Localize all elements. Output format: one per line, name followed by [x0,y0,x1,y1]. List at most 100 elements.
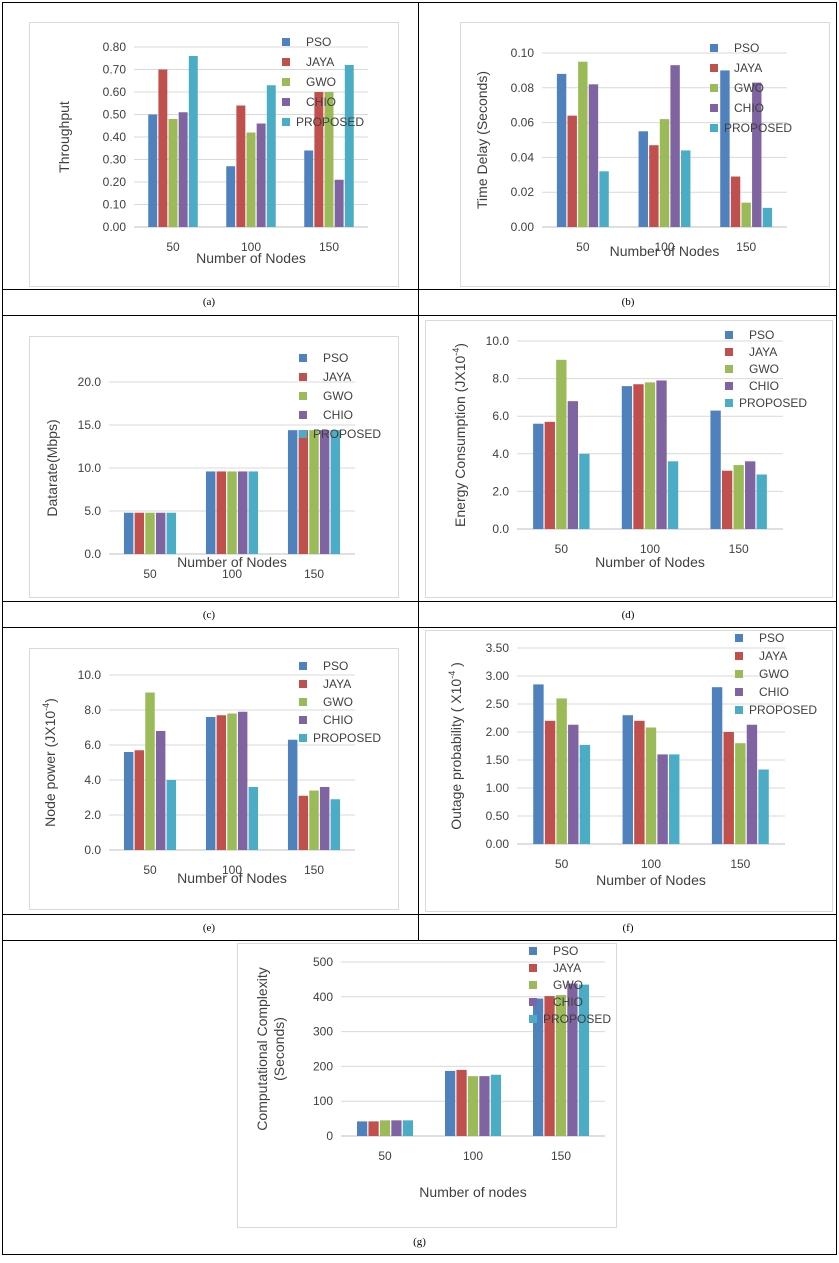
x-tick-label: 100 [641,857,661,871]
legend-label-proposed: PROPOSED [543,1012,611,1026]
legend-label-jaya: JAYA [306,55,334,69]
bar-jaya-100 [634,720,645,844]
bar-chio-150 [746,724,758,844]
x-tick-label: 50 [555,857,569,871]
legend-swatch-gwo [282,78,290,86]
chart-panel-d: 0.0 2.0 4.0 6.0 8.0 10.0 50 100 150 Number of Nod… [425,320,833,598]
y-tick-label: 8.0 [492,372,509,386]
y-axis-title: Datarate(Mbps) [44,419,60,516]
bar-gwo-150 [733,465,744,529]
x-axis-title: Number of Nodes [595,554,705,570]
legend-label-proposed: PROPOSED [296,115,364,129]
legend-swatch-pso [710,44,718,52]
x-tick-label: 150 [729,542,749,556]
bar-jaya-100 [456,1069,467,1136]
bar-jaya-150 [723,732,734,844]
legend-swatch-proposed [299,734,307,742]
bar-proposed-50 [579,453,590,529]
bar-chio-50 [588,84,599,227]
legend-label-jaya: JAYA [323,370,351,384]
y-tick-label: 0.10 [511,46,535,60]
y-tick-label: 0.10 [103,198,127,212]
legend-swatch-proposed [710,124,718,132]
legend-label-gwo: GWO [553,978,583,992]
x-tick-label: 50 [166,240,180,254]
legend-swatch-jaya [282,58,290,66]
legend-swatch-gwo [299,392,307,400]
legend-swatch-jaya [735,652,743,660]
bar-jaya-50 [158,69,168,227]
y-tick-label: 5.0 [84,504,101,518]
legend-label-jaya: JAYA [749,345,777,359]
bar-gwo-50 [578,61,588,228]
bar-jaya-50 [134,512,145,554]
bar-proposed-150 [756,474,767,529]
bar-pso-50 [123,512,134,554]
x-tick-label: 150 [730,857,750,871]
legend-swatch-pso [725,331,733,339]
y-tick-label: 0.00 [511,220,535,234]
legend-swatch-jaya [725,348,733,356]
y-axis-title: Computational Complexity [254,967,270,1130]
legend-label-pso: PSO [553,944,578,958]
bar-jaya-150 [298,795,309,850]
x-tick-label: 50 [143,863,157,877]
bar-pso-50 [123,752,134,850]
y-axis-title: Outage probability ( X10-4 ) [447,662,464,830]
y-tick-label: 0.0 [492,522,509,536]
x-tick-label: 100 [640,542,660,556]
bar-proposed-100 [669,754,680,844]
bar-jaya-50 [567,115,577,227]
x-axis-title: Number of Nodes [196,250,306,266]
y-tick-label: 2.0 [492,484,509,498]
bar-proposed-150 [330,430,341,554]
bar-pso-50 [357,1121,368,1136]
chart-c-svg: 0.0 5.0 10.0 15.0 20.0 50 100 150 Number of Node… [29,336,399,598]
caption-a: (a) [202,296,216,308]
x-axis-title: Number of Nodes [177,870,287,886]
chart-area-frame [29,22,399,287]
x-axis-title: Number of nodes [419,1184,526,1200]
caption-c: (c) [202,609,216,621]
bar-pso-150 [711,687,723,844]
y-axis-title: Energy Consumption (JX10-4) [451,343,468,527]
y-tick-label: 0.50 [486,809,510,823]
legend-label-chio: CHIO [323,713,353,727]
bar-proposed-150 [344,65,354,227]
legend-swatch-chio [725,382,733,390]
y-tick-label: 300 [313,1025,333,1039]
y-tick-label: 0.40 [103,130,127,144]
bar-chio-100 [237,471,248,554]
bar-gwo-150 [741,202,751,227]
bar-chio-50 [567,401,579,529]
bar-jaya-150 [721,470,733,529]
legend-label-gwo: GWO [323,389,353,403]
bar-gwo-150 [309,430,319,554]
x-tick-label: 50 [143,567,157,581]
bar-pso-100 [622,715,633,844]
legend-label-chio: CHIO [553,995,583,1009]
y-tick-label: 0.60 [103,85,127,99]
y-tick-label: 10.0 [486,334,510,348]
x-tick-label: 100 [654,240,674,254]
bar-gwo-150 [309,790,319,850]
legend-label-proposed: PROPOSED [313,427,381,441]
bar-proposed-50 [166,512,177,554]
caption-g: (g) [413,1236,426,1248]
bar-pso-100 [621,386,633,529]
legend-label-jaya: JAYA [734,61,762,75]
bar-jaya-150 [544,996,555,1136]
y-tick-label: 200 [313,1059,333,1073]
bar-proposed-50 [579,744,591,844]
bar-gwo-100 [659,119,670,227]
y-tick-label: 3.50 [486,641,510,655]
legend-label-gwo: GWO [749,362,779,376]
bar-gwo-50 [379,1120,391,1136]
y-tick-label: 2.00 [486,725,510,739]
legend-label-gwo: GWO [759,667,789,681]
y-tick-label: 2.50 [486,697,510,711]
bar-jaya-100 [216,471,227,554]
y-tick-label: 1.50 [486,753,510,767]
legend-swatch-pso [299,354,307,362]
y-tick-label: 20.0 [78,375,102,389]
